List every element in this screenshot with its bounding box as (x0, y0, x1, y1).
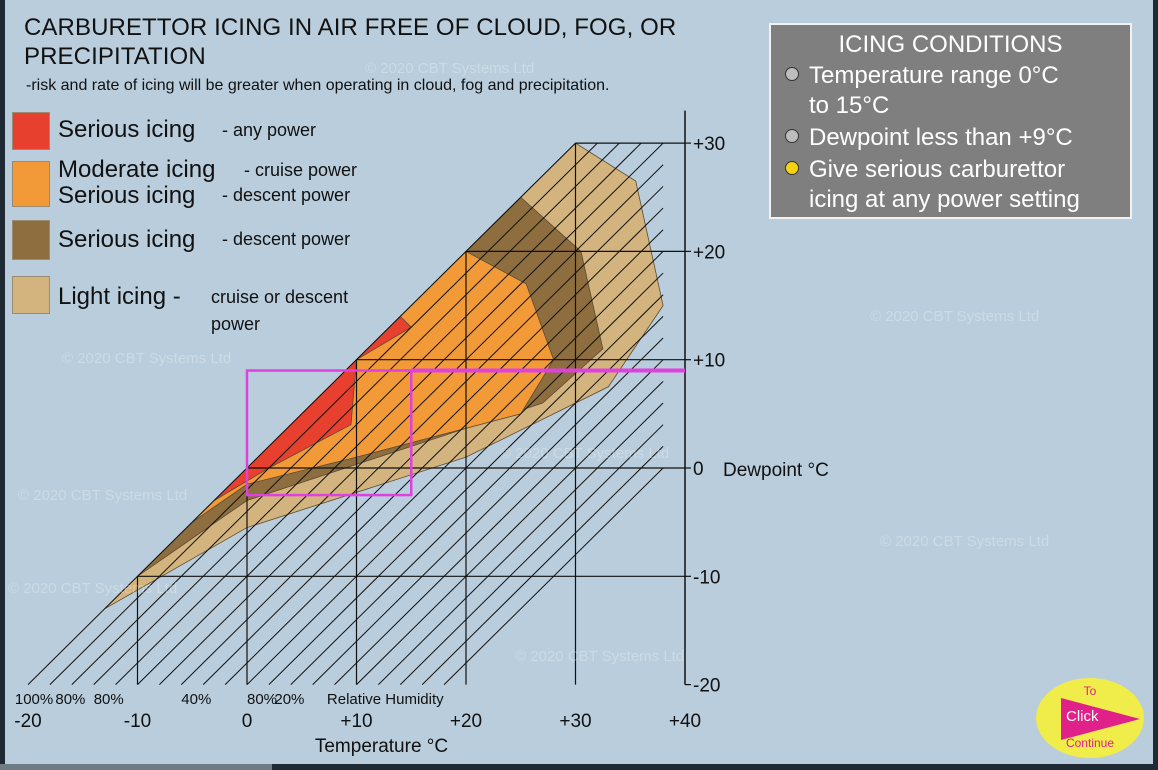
temperature-tick-label: +30 (559, 711, 591, 732)
humidity-line (137, 164, 664, 685)
legend-note-descent: - descent power (222, 229, 351, 249)
humidity-line (312, 337, 664, 685)
bullet-icon (785, 67, 799, 81)
humidity-line (378, 402, 664, 685)
condition-serious-line1: Give serious carburettor (809, 156, 1066, 183)
temperature-tick-label: 0 (242, 711, 253, 732)
temperature-tick-label: +10 (340, 711, 372, 732)
legend-label-descent: Serious icing (58, 226, 196, 253)
watermark: © 2020 CBT Systems Ltd (500, 445, 670, 462)
condition-temperature-line2: to 15°C (809, 92, 890, 119)
page-subtitle: -risk and rate of icing will be greater … (26, 77, 610, 94)
page-title: CARBURETTOR ICING IN AIR FREE OF CLOUD, … (24, 14, 677, 70)
bullet-icon (785, 129, 799, 143)
bullet-icon (785, 161, 799, 175)
dewpoint-tick-label: +30 (693, 134, 725, 155)
legend-note-serious: - any power (222, 120, 317, 140)
temperature-tick-label: +40 (669, 711, 701, 732)
legend-swatch-serious (12, 112, 50, 150)
condition-dewpoint: Dewpoint less than +9°C (785, 123, 1073, 153)
watermark: © 2020 CBT Systems Ltd (365, 60, 535, 77)
condition-serious: Give serious carburettor icing at any po… (785, 155, 1080, 215)
conditions-title: ICING CONDITIONS (838, 31, 1063, 58)
humidity-tick-label: 80% (94, 691, 124, 708)
legend-swatch-light (12, 276, 50, 314)
legend-note-light: cruise or descent (211, 287, 349, 307)
humidity-line (27, 142, 576, 685)
legend-note-moderate-2: - descent power (222, 185, 351, 205)
legend-swatch-descent (12, 220, 50, 260)
watermark: © 2020 CBT Systems Ltd (880, 533, 1050, 550)
continue-button[interactable]: To Click Continue (1036, 678, 1144, 758)
dewpoint-tick-label: -10 (693, 567, 720, 588)
dewpoint-tick-label: +10 (693, 351, 725, 372)
watermark: © 2020 CBT Systems Ltd (870, 308, 1040, 325)
humidity-line (115, 142, 664, 685)
humidity-line (421, 445, 664, 685)
temperature-tick-label: -20 (14, 711, 41, 732)
humidity-line (356, 381, 664, 685)
dewpoint-tick-label: -20 (693, 676, 720, 697)
highlight-box (245, 369, 413, 497)
legend-note-light-2: power (211, 314, 261, 334)
window-bottom-bar (0, 764, 1158, 770)
legend-label-serious: Serious icing (58, 116, 196, 143)
humidity-axis-label: Relative Humidity (327, 691, 444, 708)
continue-to-label: To (1083, 684, 1097, 698)
humidity-tick-label: 20% (274, 691, 304, 708)
watermark: © 2020 CBT Systems Ltd (8, 580, 178, 597)
humidity-line (290, 316, 664, 685)
humidity-line (334, 359, 664, 685)
humidity-line (202, 229, 664, 685)
temperature-tick-label: +20 (450, 711, 482, 732)
condition-temperature: Temperature range 0°C to 15°C (785, 61, 1059, 121)
humidity-tick-label: 80% (55, 691, 85, 708)
humidity-line (71, 142, 620, 685)
humidity-tick-label: 40% (181, 691, 211, 708)
humidity-line (49, 142, 598, 685)
dewpoint-tick-label: 0 (693, 459, 704, 480)
continue-label: Continue (1065, 736, 1115, 750)
continue-arrow-icon (1061, 698, 1140, 740)
condition-temperature-line1: Temperature range 0°C (809, 62, 1059, 89)
progress-strip (0, 764, 272, 770)
condition-dewpoint-text: Dewpoint less than +9°C (809, 124, 1073, 151)
continue-click-label: Click (1066, 708, 1099, 725)
legend-swatch-moderate (12, 161, 50, 207)
humidity-line (246, 272, 664, 685)
legend-label-light: Light icing - (58, 283, 181, 310)
humidity-tick-label: 100% (15, 691, 53, 708)
temperature-tick-label: -10 (124, 711, 151, 732)
condition-serious-line2: icing at any power setting (809, 186, 1080, 213)
watermark: © 2020 CBT Systems Ltd (515, 648, 685, 665)
watermark: © 2020 CBT Systems Ltd (62, 350, 232, 367)
watermark: © 2020 CBT Systems Ltd (18, 487, 188, 504)
legend-label-moderate: Moderate icing (58, 156, 216, 183)
window-border-right (1153, 0, 1158, 766)
legend-label-moderate-2: Serious icing (58, 182, 196, 209)
dewpoint-axis-label: Dewpoint °C (723, 460, 829, 481)
humidity-tick-label: 80% (247, 691, 277, 708)
temperature-axis-label: Temperature °C (315, 736, 448, 757)
dewpoint-tick-label: +20 (693, 242, 725, 263)
humidity-line (180, 207, 664, 685)
window-border-left (0, 0, 5, 766)
humidity-line (93, 142, 642, 685)
icing-conditions-panel: ICING CONDITIONS Temperature range 0°C t… (769, 23, 1132, 219)
legend-note-moderate: - cruise power (244, 160, 358, 180)
